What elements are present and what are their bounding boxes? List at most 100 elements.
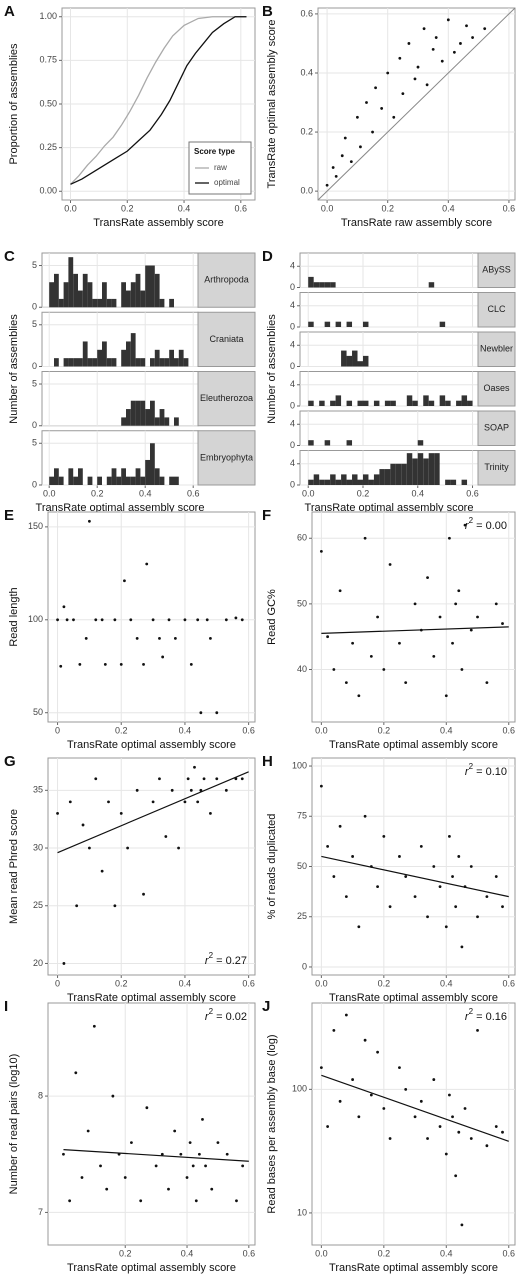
point <box>349 160 353 164</box>
point <box>344 895 348 899</box>
x-tick-label: 0.4 <box>139 488 152 498</box>
point <box>465 24 468 28</box>
y-axis-title: % of reads duplicated <box>266 814 278 920</box>
legend-label: optimal <box>214 178 240 187</box>
point <box>62 1152 65 1156</box>
y-tick-label: 100 <box>292 760 307 770</box>
y-tick-label: 0.2 <box>300 126 313 136</box>
y-tick-label: 0 <box>290 321 295 331</box>
point <box>382 834 386 838</box>
histogram-bar <box>174 358 179 367</box>
point <box>193 765 196 769</box>
x-tick-label: 0.4 <box>440 978 453 988</box>
point <box>224 618 228 622</box>
point <box>369 1093 373 1097</box>
point <box>59 664 63 668</box>
point <box>426 915 429 919</box>
histogram-bar <box>174 476 179 485</box>
histogram-bar <box>159 298 165 308</box>
point <box>343 136 347 140</box>
point <box>183 800 187 804</box>
histogram-bar <box>140 358 146 367</box>
y-tick-label: 75 <box>297 811 307 821</box>
point <box>135 636 139 640</box>
histogram-bar <box>121 282 126 308</box>
facet-label: Trinity <box>484 462 509 472</box>
histogram-bar <box>73 358 78 367</box>
x-tick-label: 0.0 <box>315 1248 328 1258</box>
r-squared-base: r <box>205 1011 210 1023</box>
point <box>446 18 450 22</box>
point <box>448 1093 451 1097</box>
point <box>469 628 473 632</box>
histogram-bar <box>174 417 179 426</box>
histogram-bar <box>154 349 160 367</box>
x-tick-label: 0.0 <box>315 978 328 988</box>
r-squared-sup: 2 <box>209 951 214 960</box>
x-axis-title: TransRate optimal assembly score <box>67 992 236 1004</box>
trend-line <box>63 1149 249 1162</box>
y-tick-label: 0 <box>32 420 37 430</box>
histogram-bar <box>434 453 440 485</box>
histogram-bar <box>154 468 160 485</box>
point <box>88 519 91 523</box>
r-squared-base: r <box>205 955 210 967</box>
x-axis-title: TransRate optimal assembly score <box>329 739 498 751</box>
point <box>84 636 88 640</box>
histogram-bar <box>73 273 78 308</box>
x-tick-label: 0.6 <box>503 203 516 213</box>
histogram-bar <box>362 355 369 367</box>
point <box>404 681 408 685</box>
y-tick-label: 0 <box>32 479 37 489</box>
x-tick-label: 0 <box>55 978 60 988</box>
panel <box>47 757 256 976</box>
x-axis-title: TransRate optimal assembly score <box>67 1262 236 1274</box>
histogram-bar <box>154 417 160 426</box>
x-tick-label: 0.0 <box>43 488 56 498</box>
point <box>452 50 456 54</box>
point <box>197 1152 201 1156</box>
r-squared-value: = 0.16 <box>473 1011 507 1023</box>
histogram-bar <box>401 463 407 485</box>
histogram-bar <box>92 298 98 308</box>
trend-line <box>321 626 509 635</box>
point <box>319 549 323 553</box>
histogram-bar <box>130 333 136 367</box>
histogram-bar <box>87 476 93 485</box>
y-axis-title: Read bases per assembly base (log) <box>266 1034 278 1213</box>
x-tick-label: 0.4 <box>411 488 424 498</box>
facet-strip <box>197 252 256 308</box>
histogram-bar <box>68 358 74 367</box>
point <box>142 662 145 666</box>
histogram-bar <box>169 298 174 308</box>
point <box>186 777 190 781</box>
point <box>407 42 411 45</box>
panel <box>311 1002 516 1246</box>
histogram-bar <box>357 361 363 367</box>
histogram-bar <box>308 440 314 446</box>
y-axis-title: TransRate optimal assembly score <box>266 20 278 189</box>
point <box>392 115 396 119</box>
point <box>202 777 206 781</box>
point <box>103 662 107 666</box>
point <box>183 618 187 622</box>
facet-label: CLC <box>487 304 506 314</box>
histogram-bar <box>102 341 107 367</box>
y-axis-title: Proportion of assemblies <box>8 43 20 165</box>
point <box>463 523 467 527</box>
histogram-bar <box>319 282 325 288</box>
y-tick-label: 100 <box>28 614 43 624</box>
histogram-bar <box>130 282 136 308</box>
r-squared: r2 = 0.16 <box>465 1007 507 1023</box>
panel-letter: E <box>4 507 14 524</box>
point <box>326 635 330 639</box>
point <box>454 602 458 606</box>
point <box>189 788 193 792</box>
y-tick-label: 50 <box>297 598 307 608</box>
histogram-bar <box>54 468 59 485</box>
histogram-bar <box>178 349 184 367</box>
y-tick-label: 4 <box>290 458 295 468</box>
histogram-bar <box>428 453 435 485</box>
point <box>160 1152 164 1156</box>
point <box>432 865 436 868</box>
